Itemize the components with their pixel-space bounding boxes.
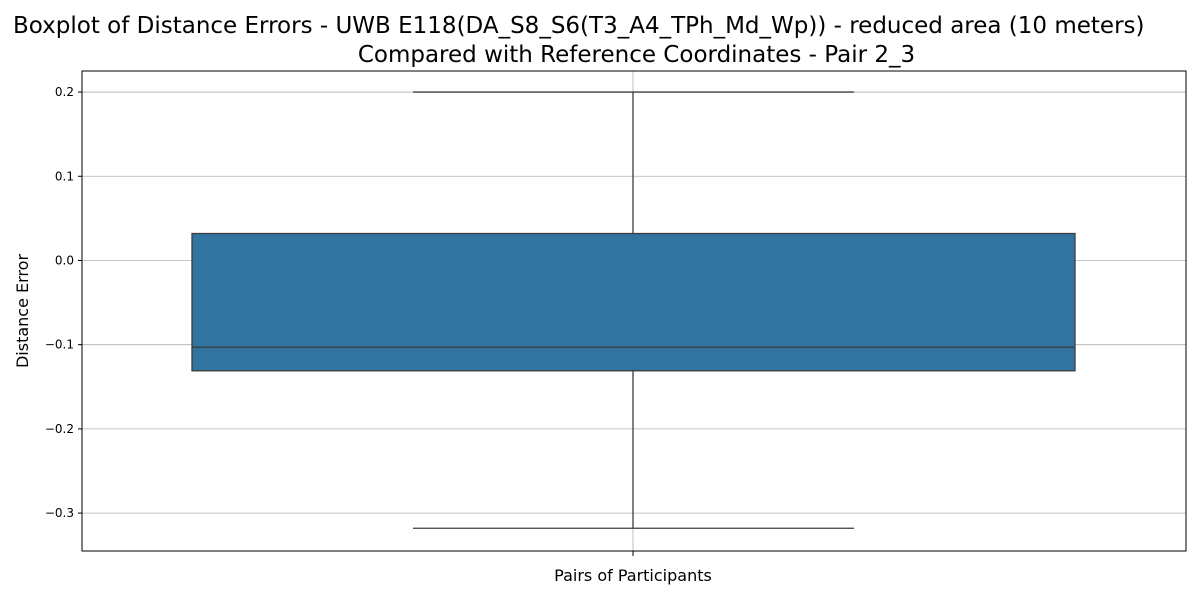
chart-title-line-1: Boxplot of Distance Errors - UWB E118(DA…	[13, 13, 1145, 39]
y-tick-label: −0.3	[45, 506, 74, 520]
chart-title-line-2: Compared with Reference Coordinates - Pa…	[357, 42, 916, 68]
y-tick-label: −0.1	[45, 338, 74, 352]
y-tick-label: 0.2	[55, 85, 74, 99]
plot-frame	[81, 70, 1187, 552]
plot-area	[191, 91, 1076, 529]
iqr-box	[191, 232, 1076, 372]
y-tick-label: 0.0	[55, 253, 74, 267]
y-axis: 0.2 0.1 0.0 −0.1 −0.2 −0.3	[45, 85, 82, 520]
y-axis-label: Distance Error	[13, 254, 32, 368]
y-tick-label: −0.2	[45, 422, 74, 436]
x-axis-label: Pairs of Participants	[554, 566, 712, 585]
y-tick-label: 0.1	[55, 169, 74, 183]
